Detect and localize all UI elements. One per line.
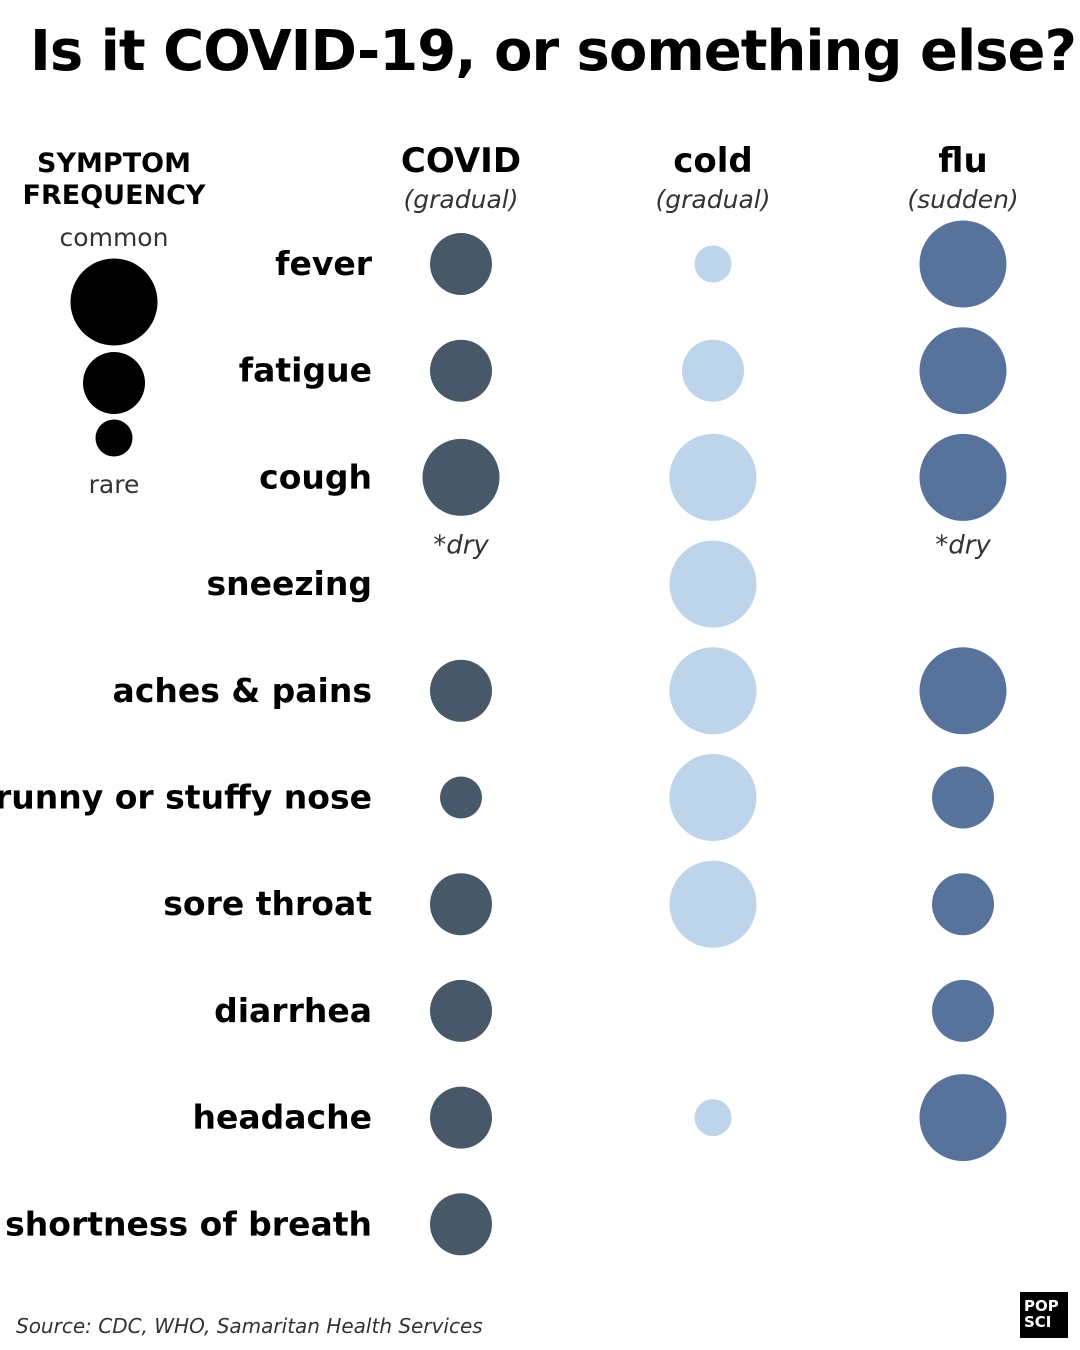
symptom-label: diarrhea — [214, 991, 372, 1030]
bubble-cold — [694, 245, 732, 283]
legend-heading-line2: FREQUENCY — [23, 180, 206, 211]
symptom-label: sore throat — [163, 884, 372, 923]
symptom-label: cough — [259, 457, 372, 496]
page-title: Is it COVID-19, or something else? — [30, 19, 1077, 84]
symptom-row-sneezing: sneezing — [206, 540, 757, 628]
legend-dots — [70, 258, 158, 457]
bubble-note: *dry — [433, 530, 489, 560]
bubble-cold — [669, 860, 757, 948]
column-onset-flu: (sudden) — [907, 185, 1018, 214]
symptom-row-fatigue: fatigue — [239, 327, 1007, 415]
column-header-cold: cold — [673, 141, 753, 181]
symptom-chart: SYMPTOM FREQUENCY common rare COVID (grad… — [0, 141, 1019, 1256]
bubble-covid — [430, 1193, 492, 1256]
column-onset-covid: (gradual) — [404, 185, 519, 214]
symptom-row-diarrhea: diarrhea — [214, 979, 994, 1042]
bubble-flu — [932, 766, 994, 829]
bubble-cold — [694, 1099, 732, 1137]
symptom-row-aches-pains: aches & pains — [113, 647, 1007, 735]
column-headers: COVID (gradual) cold (gradual) flu (sudden) — [401, 141, 1019, 214]
symptom-row-fever: fever — [275, 220, 1007, 308]
column-header-flu: flu — [938, 141, 987, 181]
symptom-label: headache — [193, 1098, 372, 1137]
bubble-cold — [669, 647, 757, 735]
bubble-covid — [440, 776, 482, 819]
symptom-label: aches & pains — [113, 671, 372, 710]
legend-dot-level-2 — [83, 352, 145, 414]
bubble-covid — [430, 873, 492, 936]
symptom-row-runny-or-stuffy-nose: runny or stuffy nose — [0, 754, 994, 841]
bubble-covid — [430, 659, 492, 722]
symptom-row-cough: cough *dry *dry — [259, 433, 1007, 560]
bubble-cold — [669, 433, 757, 521]
logo-line2: SCI — [1024, 1313, 1052, 1331]
bubble-cold — [682, 339, 744, 402]
bubble-covid — [430, 1086, 492, 1149]
symptom-label: fever — [275, 244, 373, 283]
bubble-covid — [430, 979, 492, 1042]
column-header-covid: COVID — [401, 141, 521, 181]
legend-dot-level-3 — [70, 258, 158, 346]
symptom-row-shortness-of-breath: shortness of breath — [5, 1193, 492, 1256]
symptom-label: sneezing — [206, 564, 372, 603]
bubble-flu — [919, 327, 1007, 415]
source-note: Source: CDC, WHO, Samaritan Health Servi… — [16, 1314, 483, 1338]
bubble-flu — [919, 433, 1007, 521]
bubble-flu — [919, 647, 1007, 735]
bubble-flu — [919, 220, 1007, 308]
bubble-flu — [919, 1074, 1007, 1162]
legend-heading-line1: SYMPTOM — [37, 148, 191, 179]
bubble-note: *dry — [935, 530, 991, 560]
symptom-row-headache: headache — [193, 1074, 1007, 1162]
bubble-flu — [932, 873, 994, 936]
logo-line1: POP — [1024, 1297, 1059, 1315]
bubble-cold — [669, 754, 757, 841]
bubble-covid — [430, 339, 492, 402]
bubble-flu — [932, 979, 994, 1042]
legend-dot-level-1 — [95, 419, 133, 457]
column-onset-cold: (gradual) — [656, 185, 771, 214]
legend-common-caption: common — [60, 223, 169, 252]
bubble-covid — [422, 438, 500, 516]
symptom-label: runny or stuffy nose — [0, 778, 372, 817]
symptom-label: fatigue — [239, 351, 372, 390]
symptom-row-sore-throat: sore throat — [163, 860, 994, 948]
bubble-cold — [669, 540, 757, 628]
symptom-rows: fever fatigue cough *dry *dry sneezing aches &… — [0, 220, 1007, 1256]
popsci-logo: POP SCI — [1020, 1292, 1068, 1338]
symptom-label: shortness of breath — [5, 1204, 372, 1243]
bubble-covid — [430, 233, 492, 295]
legend-rare-caption: rare — [89, 470, 140, 499]
